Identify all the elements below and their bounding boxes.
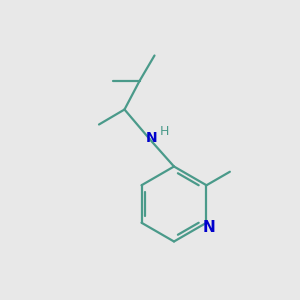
Text: N: N (203, 220, 216, 235)
Text: H: H (160, 125, 169, 139)
Text: N: N (146, 131, 157, 145)
